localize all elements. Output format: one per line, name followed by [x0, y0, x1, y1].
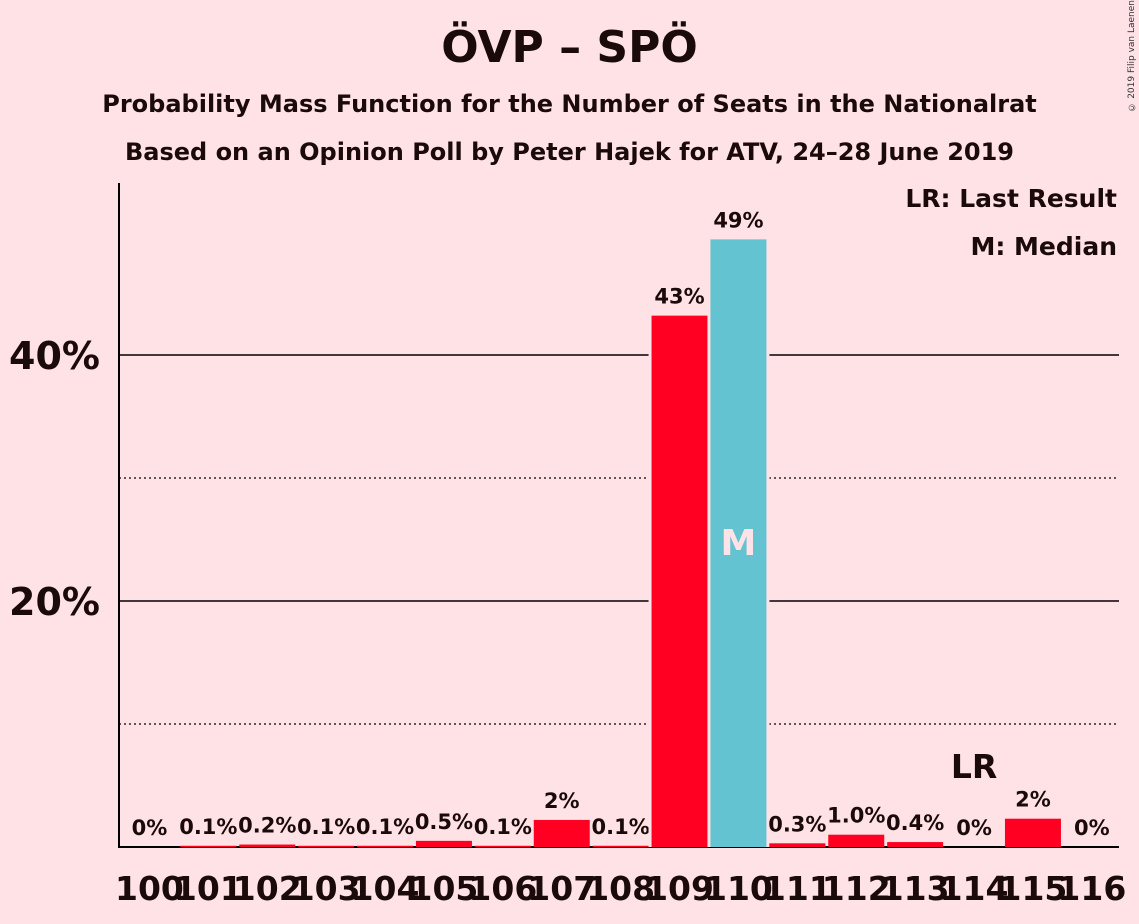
- data-label-111: 0.3%: [768, 812, 826, 836]
- chart-subtitle-2: Based on an Opinion Poll by Peter Hajek …: [124, 138, 1015, 166]
- x-tick-label-102: 102: [233, 869, 302, 908]
- bar-113: [887, 842, 944, 847]
- bar-105: [415, 840, 472, 847]
- x-tick-label-106: 106: [468, 869, 537, 908]
- x-tick-label-116: 116: [1057, 869, 1126, 908]
- x-tick-label-111: 111: [763, 869, 832, 908]
- bar-104: [357, 845, 414, 848]
- data-label-113: 0.4%: [886, 811, 944, 835]
- data-label-104: 0.1%: [356, 815, 414, 839]
- x-tick-label-113: 113: [881, 869, 950, 908]
- bar-103: [298, 845, 355, 848]
- data-label-115: 2%: [1015, 788, 1051, 812]
- x-tick-label-109: 109: [645, 869, 714, 908]
- bar-115: [1004, 818, 1061, 847]
- bar-106: [474, 845, 531, 848]
- chart-title: ÖVP – SPÖ: [441, 22, 698, 73]
- last-result-marker: LR: [951, 747, 997, 786]
- chart-subtitle-1: Probability Mass Function for the Number…: [102, 90, 1037, 118]
- data-label-116: 0%: [1074, 816, 1110, 840]
- data-label-106: 0.1%: [474, 815, 532, 839]
- x-tick-label-115: 115: [999, 869, 1068, 908]
- data-label-114: 0%: [956, 816, 992, 840]
- median-marker: M: [721, 523, 757, 564]
- x-tick-label-112: 112: [822, 869, 891, 908]
- data-label-108: 0.1%: [592, 815, 650, 839]
- legend-median: M: Median: [970, 232, 1117, 261]
- data-label-112: 1.0%: [827, 804, 885, 828]
- x-tick-label-104: 104: [351, 869, 420, 908]
- bar-110: [710, 239, 767, 847]
- data-label-102: 0.2%: [238, 814, 296, 838]
- x-tick-label-103: 103: [292, 869, 361, 908]
- x-tick-label-107: 107: [527, 869, 596, 908]
- x-tick-label-108: 108: [586, 869, 655, 908]
- data-label-105: 0.5%: [415, 810, 473, 834]
- data-label-103: 0.1%: [297, 815, 355, 839]
- data-label-110: 49%: [713, 208, 763, 232]
- x-tick-label-100: 100: [115, 869, 184, 908]
- y-tick-label: 40%: [9, 334, 100, 378]
- data-label-109: 43%: [654, 285, 704, 309]
- data-label-101: 0.1%: [179, 815, 237, 839]
- data-label-107: 2%: [544, 789, 580, 813]
- bar-101: [180, 845, 237, 848]
- bar-111: [769, 843, 826, 847]
- data-label-100: 0%: [132, 816, 168, 840]
- bar-107: [533, 819, 590, 847]
- y-tick-label: 20%: [9, 580, 100, 624]
- bar-112: [828, 834, 885, 847]
- x-tick-label-114: 114: [940, 869, 1009, 908]
- bar-109: [651, 315, 708, 847]
- x-tick-label-101: 101: [174, 869, 243, 908]
- bar-102: [239, 844, 296, 847]
- bar-108: [592, 845, 649, 848]
- x-tick-label-105: 105: [410, 869, 479, 908]
- legend-last-result: LR: Last Result: [905, 184, 1117, 213]
- x-tick-label-110: 110: [704, 869, 773, 908]
